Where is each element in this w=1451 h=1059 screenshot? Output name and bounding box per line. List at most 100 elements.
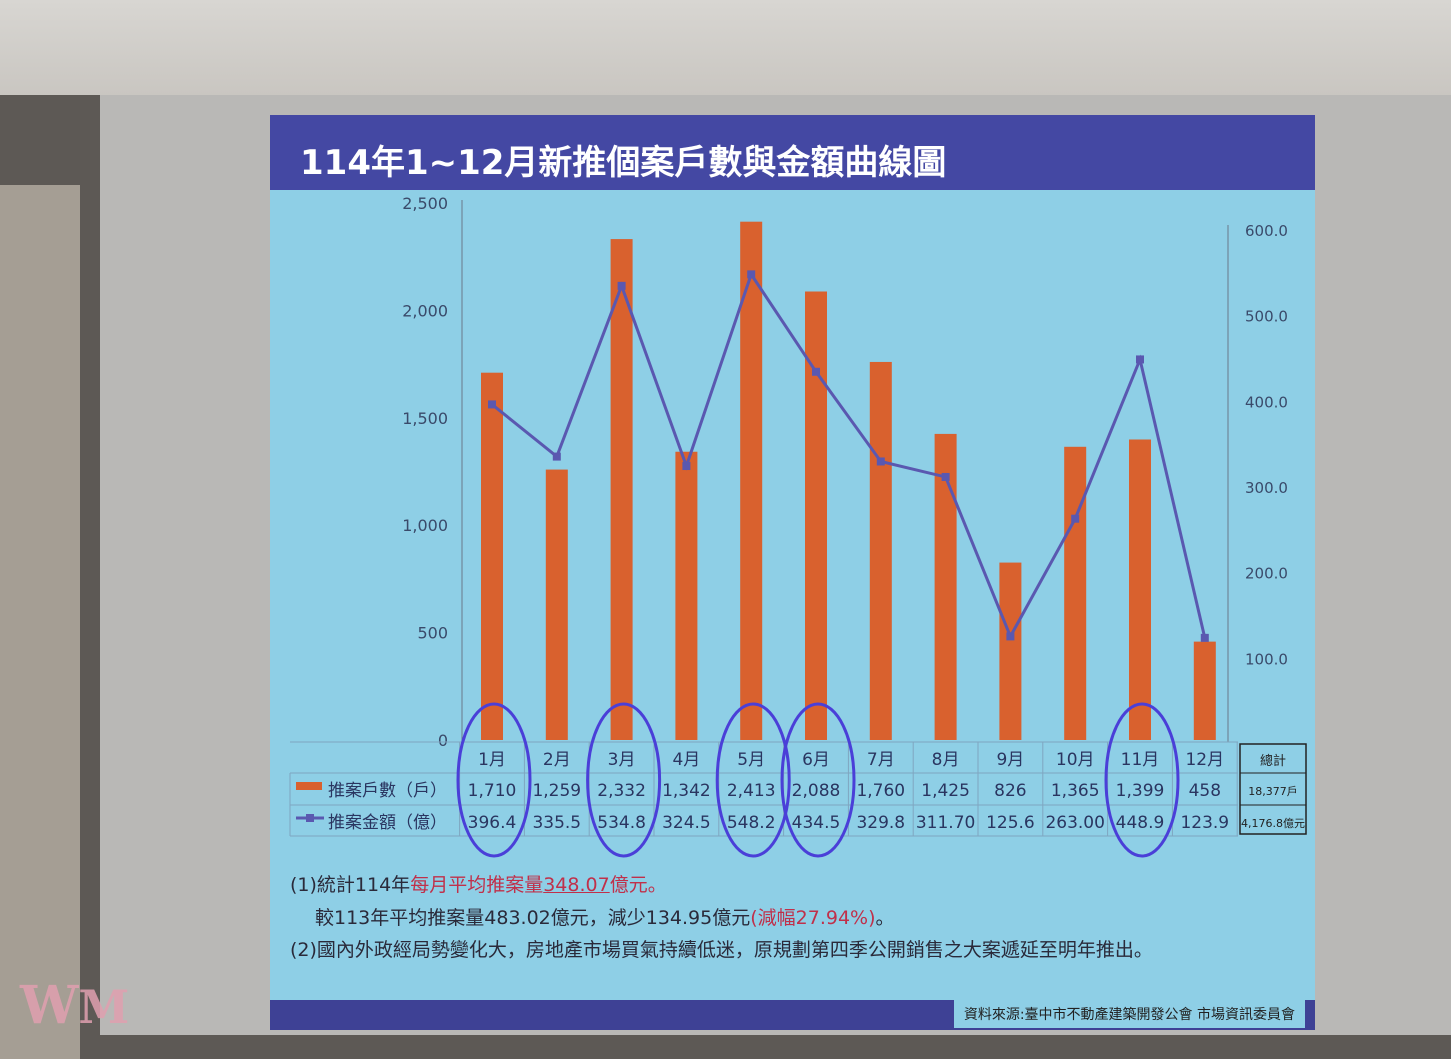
category-label: 6月 <box>802 750 830 770</box>
bar <box>1129 439 1151 740</box>
bar-data-label: 1,710 <box>468 781 517 801</box>
bar <box>1193 641 1216 740</box>
bottom-band: 資料來源:臺中市不動產建築開發公會 市場資訊委員會 <box>270 1000 1315 1030</box>
category-label: 3月 <box>608 750 636 770</box>
room-wall <box>0 185 80 1059</box>
bar <box>869 361 892 740</box>
note-value: 348.07 <box>543 874 610 896</box>
bar <box>805 291 827 740</box>
bar-data-label: 826 <box>994 781 1026 801</box>
line-point <box>747 270 756 279</box>
note-text: 較113年平均推案量483.02億元，減少134.95億元 <box>315 907 751 929</box>
line-data-label: 548.2 <box>727 813 776 833</box>
bar <box>999 562 1022 740</box>
bar-data-label: 2,332 <box>597 781 646 801</box>
line-point <box>1006 632 1015 641</box>
category-label: 7月 <box>867 750 895 770</box>
legend-line-marker <box>306 814 314 822</box>
left-tick-label: 1,000 <box>402 516 448 535</box>
line-data-label: 335.5 <box>532 813 581 833</box>
legend-line-label: 推案金額（億） <box>328 813 447 833</box>
totals-box <box>1239 743 1307 835</box>
category-label: 11月 <box>1121 750 1160 770</box>
bar <box>934 433 957 740</box>
right-tick-label: 600.0 <box>1245 222 1288 240</box>
left-tick-label: 0 <box>438 731 448 750</box>
category-label: 2月 <box>543 750 571 770</box>
bar-data-label: 2,088 <box>792 781 841 801</box>
bar-data-label: 1,365 <box>1051 781 1100 801</box>
line-point <box>617 281 626 290</box>
watermark-logo: WM <box>20 975 130 1036</box>
note-1: (1)統計114年每月平均推案量348.07億元。 <box>290 870 667 897</box>
line-data-label: 263.00 <box>1045 813 1104 833</box>
right-tick-label: 100.0 <box>1245 650 1288 668</box>
note-text: 。 <box>875 907 895 929</box>
bar-data-label: 1,760 <box>856 781 905 801</box>
title-band: 114年1~12月新推個案戶數與金額曲線圖 <box>270 115 1315 190</box>
bar <box>545 469 568 740</box>
category-label: 12月 <box>1185 750 1224 770</box>
line-data-label: 534.8 <box>597 813 646 833</box>
highlight-circle <box>780 702 856 858</box>
line-data-label: 396.4 <box>468 813 517 833</box>
left-tick-label: 500 <box>417 624 448 643</box>
right-tick-label: 500.0 <box>1245 308 1288 326</box>
bar-data-label: 1,259 <box>532 781 581 801</box>
left-tick-label: 1,500 <box>402 409 448 428</box>
line-data-label: 311.70 <box>916 813 975 833</box>
bar <box>481 372 503 740</box>
totals-value: 4,176.8億元 <box>1241 817 1305 830</box>
room-ceiling <box>0 0 1451 95</box>
bar-data-label: 1,425 <box>921 781 970 801</box>
category-label: 8月 <box>932 750 960 770</box>
bar-data-label: 458 <box>1189 781 1221 801</box>
legend-bar-swatch <box>296 782 322 790</box>
category-label: 4月 <box>672 750 700 770</box>
highlight-circle <box>715 702 791 858</box>
line-data-label: 324.5 <box>662 813 711 833</box>
line-point <box>1200 633 1209 642</box>
bar-data-label: 2,413 <box>727 781 776 801</box>
right-tick-label: 200.0 <box>1245 565 1288 583</box>
line-data-label: 434.5 <box>792 813 841 833</box>
note-2: 較113年平均推案量483.02億元，減少134.95億元(減幅27.94%)。 <box>315 903 895 930</box>
note-highlight: 每月平均推案量 <box>410 874 544 896</box>
line-point <box>812 367 820 376</box>
line-point <box>552 452 561 461</box>
bar <box>740 221 763 740</box>
line-series <box>491 271 1207 640</box>
left-tick-label: 2,000 <box>402 301 448 320</box>
legend-bar-label: 推案戶數（戶） <box>328 781 447 801</box>
line-point <box>682 462 691 471</box>
line-point <box>941 472 950 481</box>
bar <box>1064 446 1087 740</box>
line-data-label: 125.6 <box>986 813 1035 833</box>
bar-data-label: 1,342 <box>662 781 711 801</box>
highlight-circle <box>586 702 662 858</box>
highlight-circle <box>456 702 532 858</box>
bar <box>610 239 633 740</box>
line-data-label: 123.9 <box>1180 813 1229 833</box>
note-text: (1)統計114年 <box>290 874 411 896</box>
left-tick-label: 2,500 <box>402 194 448 213</box>
category-label: 9月 <box>996 750 1024 770</box>
totals-value: 18,377戶 <box>1248 785 1298 798</box>
line-data-label: 329.8 <box>856 813 905 833</box>
note-highlight: (減幅27.94%) <box>750 907 876 929</box>
slide-title: 114年1~12月新推個案戶數與金額曲線圖 <box>300 143 947 183</box>
line-data-label: 448.9 <box>1116 813 1165 833</box>
category-label: 1月 <box>478 750 506 770</box>
note-3: (2)國內外政經局勢變化大，房地產市場買氣持續低迷，原規劃第四季公開銷售之大案遞… <box>290 939 1153 961</box>
category-label: 5月 <box>737 750 765 770</box>
line-point <box>876 457 885 466</box>
line-point <box>1071 514 1080 523</box>
right-tick-label: 300.0 <box>1245 479 1288 497</box>
line-point <box>488 400 496 409</box>
right-tick-label: 400.0 <box>1245 393 1288 411</box>
bar-data-label: 1,399 <box>1116 781 1165 801</box>
line-point <box>1136 355 1144 364</box>
highlight-circle <box>1104 702 1180 858</box>
category-label: 10月 <box>1056 750 1095 770</box>
